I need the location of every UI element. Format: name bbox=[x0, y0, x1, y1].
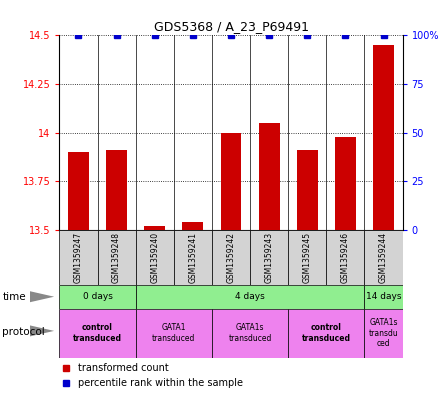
Text: GSM1359247: GSM1359247 bbox=[74, 232, 83, 283]
Text: 4 days: 4 days bbox=[235, 292, 265, 301]
Bar bbox=[212, 309, 288, 358]
Text: control
transduced: control transduced bbox=[73, 323, 122, 343]
Bar bbox=[220, 133, 242, 230]
Text: GSM1359246: GSM1359246 bbox=[341, 232, 350, 283]
Text: GSM1359244: GSM1359244 bbox=[379, 232, 388, 283]
Bar bbox=[364, 230, 403, 285]
Text: transformed count: transformed count bbox=[78, 362, 169, 373]
Bar bbox=[326, 230, 364, 285]
Text: protocol: protocol bbox=[2, 327, 45, 337]
Bar bbox=[364, 285, 403, 309]
Bar bbox=[297, 150, 318, 230]
Bar bbox=[136, 285, 364, 309]
Bar bbox=[212, 230, 250, 285]
Title: GDS5368 / A_23_P69491: GDS5368 / A_23_P69491 bbox=[154, 20, 308, 33]
Text: GATA1
transduced: GATA1 transduced bbox=[152, 323, 195, 343]
Bar bbox=[364, 309, 403, 358]
Text: GATA1s
transdu
ced: GATA1s transdu ced bbox=[369, 318, 398, 348]
Bar bbox=[288, 309, 364, 358]
Text: control
transduced: control transduced bbox=[302, 323, 351, 343]
Bar bbox=[183, 222, 203, 230]
Bar bbox=[59, 309, 136, 358]
Bar bbox=[335, 136, 356, 230]
Bar bbox=[136, 309, 212, 358]
Bar bbox=[59, 230, 98, 285]
Bar bbox=[59, 285, 136, 309]
Bar bbox=[288, 230, 326, 285]
Text: percentile rank within the sample: percentile rank within the sample bbox=[78, 378, 243, 388]
Bar bbox=[106, 150, 127, 230]
Text: GSM1359248: GSM1359248 bbox=[112, 232, 121, 283]
Text: 14 days: 14 days bbox=[366, 292, 401, 301]
Bar bbox=[373, 45, 394, 230]
Text: GSM1359242: GSM1359242 bbox=[227, 232, 235, 283]
Text: time: time bbox=[2, 292, 26, 302]
Bar bbox=[174, 230, 212, 285]
Text: GSM1359243: GSM1359243 bbox=[264, 232, 274, 283]
Bar bbox=[136, 230, 174, 285]
Bar bbox=[250, 230, 288, 285]
Text: GSM1359241: GSM1359241 bbox=[188, 232, 198, 283]
Text: GATA1s
transduced: GATA1s transduced bbox=[228, 323, 272, 343]
Text: 0 days: 0 days bbox=[83, 292, 113, 301]
Text: GSM1359245: GSM1359245 bbox=[303, 232, 312, 283]
Bar bbox=[98, 230, 136, 285]
Bar bbox=[144, 226, 165, 230]
Bar bbox=[259, 123, 279, 230]
Polygon shape bbox=[30, 325, 54, 336]
Bar bbox=[68, 152, 89, 230]
Polygon shape bbox=[30, 291, 54, 302]
Text: GSM1359240: GSM1359240 bbox=[150, 232, 159, 283]
